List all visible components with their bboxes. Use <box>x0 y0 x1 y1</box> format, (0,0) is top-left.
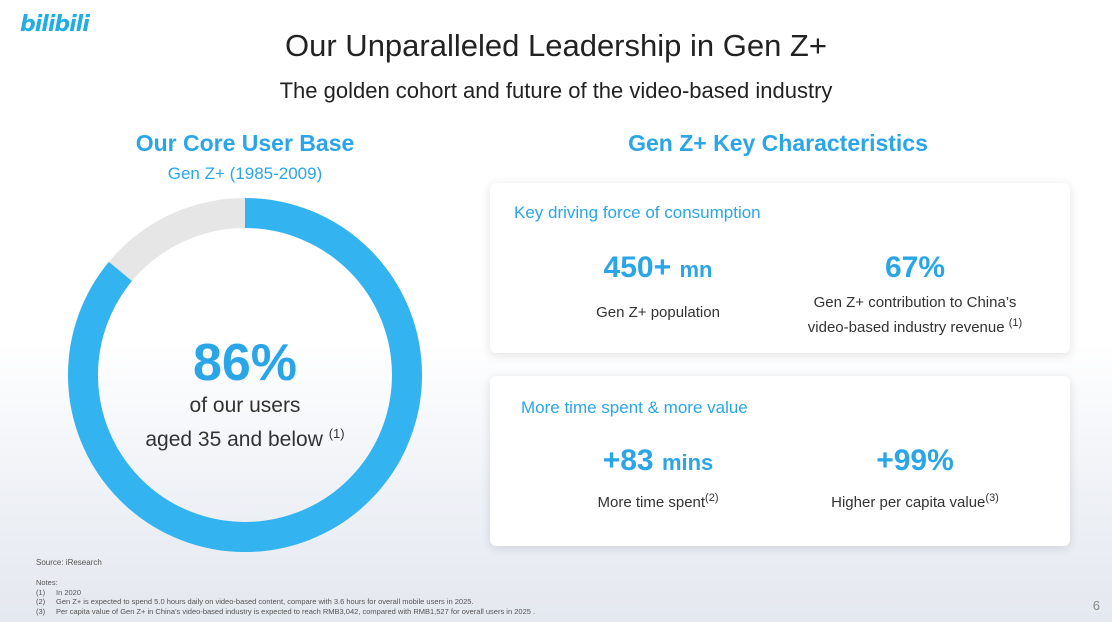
donut-center-label: 86% of our users aged 35 and below (1) <box>95 334 395 454</box>
user-share-line2: aged 35 and below <box>145 428 323 451</box>
core-user-base-subheading: Gen Z+ (1985-2009) <box>167 164 323 183</box>
footnote-ref: (3) <box>985 492 999 504</box>
donut-share <box>68 198 422 552</box>
page-subtitle: The golden cohort and future of the vide… <box>279 78 833 103</box>
footnote-1: (1) In 2020 <box>36 587 82 597</box>
footnote-3: (3) Per capita value of Gen Z+ in China’s… <box>36 606 536 616</box>
time-value-card: More time spent & more value +83 mins Mo… <box>490 376 1070 546</box>
core-user-base-heading: Our Core User Base <box>135 130 355 156</box>
card-title: More time spent & more value <box>521 398 748 417</box>
user-share-donut <box>68 198 422 552</box>
user-share-line2-wrap: aged 35 and below (1) <box>95 420 395 454</box>
metric-value: 67% <box>884 251 946 284</box>
metric-label: Gen Z+ contribution to China’s video-bas… <box>807 294 1023 336</box>
footnote-ref: (1) <box>1008 317 1023 329</box>
bilibili-logo: bilibili <box>20 12 90 37</box>
metric-label: More time spent(2) <box>597 492 719 511</box>
page-number: 6 <box>1092 598 1100 613</box>
metric-value: 450+ mn <box>603 251 713 284</box>
user-share-line1: of our users <box>189 394 301 417</box>
metric-label: Higher per capita value(3) <box>831 492 999 511</box>
footnotes: Notes: (1) In 2020 (2) Gen Z+ is expected … <box>36 578 535 616</box>
metric-value: +99% <box>876 444 954 477</box>
user-share-percent: 86% <box>192 334 298 392</box>
metric-revenue-contribution: 67% Gen Z+ contribution to China’s video… <box>775 251 1055 338</box>
source-note: Source: iResearch <box>36 558 102 567</box>
footnote-ref: (1) <box>328 426 345 441</box>
metric-label: Gen Z+ population <box>596 304 720 321</box>
card-title: Key driving force of consumption <box>514 203 761 222</box>
metric-time-spent: +83 mins More time spent(2) <box>518 444 798 513</box>
metric-population: 450+ mn Gen Z+ population <box>518 251 798 323</box>
characteristics-heading: Gen Z+ Key Characteristics <box>628 130 928 156</box>
page-title: Our Unparalleled Leadership in Gen Z+ <box>285 28 827 63</box>
metric-value: +83 mins <box>602 444 714 477</box>
notes-title: Notes: <box>36 578 58 587</box>
footnote-ref: (2) <box>705 492 719 504</box>
consumption-card: Key driving force of consumption 450+ mn… <box>490 183 1070 353</box>
metric-per-capita-value: +99% Higher per capita value(3) <box>775 444 1055 513</box>
footnote-2: (2) Gen Z+ is expected to spend 5.0 hours… <box>36 597 474 606</box>
